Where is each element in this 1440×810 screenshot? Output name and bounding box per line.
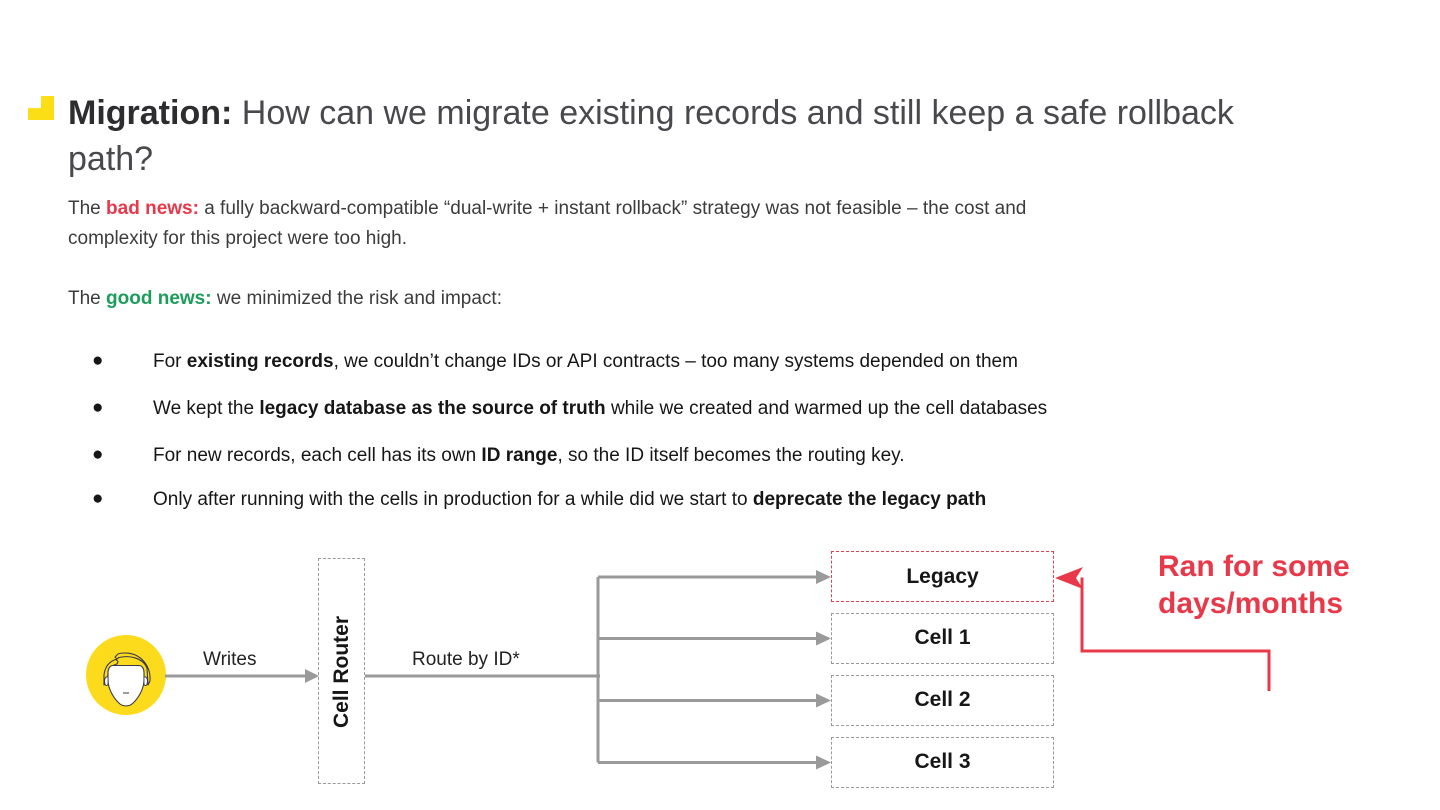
svg-text:Cell Router: Cell Router [330,616,353,728]
